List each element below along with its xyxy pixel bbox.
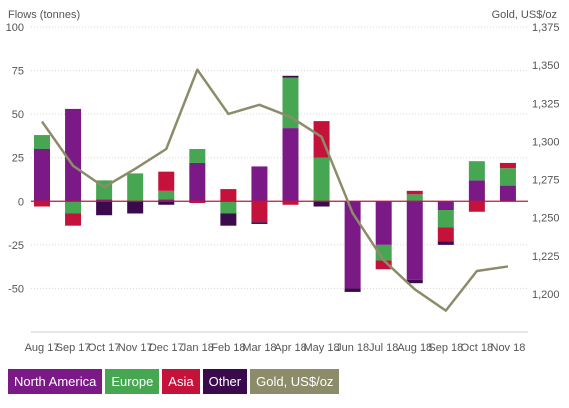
bar-north-america-8 (282, 128, 299, 202)
bar-other-13 (437, 241, 454, 245)
bar-europe-12 (406, 194, 423, 202)
gold-price-line (40, 68, 509, 312)
x-tick-label: Jul 18 (369, 342, 398, 354)
y2-tick-label: 1,200 (532, 289, 560, 301)
bar-north-america-11 (375, 201, 392, 245)
x-tick-label: Jan 18 (181, 342, 214, 354)
bar-europe-3 (127, 173, 144, 202)
grid (31, 26, 528, 333)
bar-asia-12 (406, 190, 423, 195)
x-tick-label: Aug 18 (397, 342, 432, 354)
x-tick-label: Sep 18 (428, 342, 463, 354)
x-tick-label: Oct 18 (461, 342, 493, 354)
bar-north-america-0 (34, 149, 50, 202)
y-tick-label: 50 (12, 109, 24, 121)
bars (34, 75, 516, 292)
bar-europe-5 (189, 149, 206, 163)
y2-tick-label: 1,275 (532, 175, 560, 187)
y2-tick-label: 1,300 (532, 136, 560, 148)
y2-tick-label: 1,350 (532, 60, 560, 72)
bar-asia-7 (251, 201, 268, 223)
y-tick-label: 100 (6, 22, 24, 34)
bar-europe-9 (313, 157, 330, 202)
bar-europe-13 (437, 210, 454, 228)
y-tick-label: -50 (8, 283, 24, 295)
bar-asia-0 (34, 201, 50, 207)
bar-europe-1 (65, 201, 82, 214)
bar-north-america-15 (499, 185, 516, 202)
bar-asia-4 (158, 171, 175, 191)
y-tick-label: -25 (8, 240, 24, 252)
legend-item-gold-us-oz[interactable]: Gold, US$/oz (250, 369, 340, 394)
x-tick-label: Mar 18 (242, 342, 276, 354)
y-tick-label: 25 (12, 153, 24, 165)
y2-tick-label: 1,375 (532, 22, 560, 34)
bar-north-america-7 (251, 166, 268, 202)
y-tick-labels: 100 75 50 25 0 -25 -50 (6, 22, 24, 295)
bar-europe-0 (34, 135, 50, 149)
bar-europe-6 (220, 201, 237, 214)
y-axis-title: Flows (tonnes) (8, 9, 80, 21)
x-tick-label: Apr 18 (274, 342, 306, 354)
legend-item-europe[interactable]: Europe (105, 369, 160, 394)
x-tick-label: Aug 17 (25, 342, 60, 354)
bar-other-9 (313, 201, 330, 207)
y2-tick-label: 1,325 (532, 98, 560, 110)
bar-north-america-12 (406, 201, 423, 280)
bar-north-america-2 (96, 199, 113, 202)
bar-asia-14 (468, 201, 485, 212)
bar-europe-15 (499, 168, 516, 186)
bar-europe-4 (158, 190, 175, 200)
bar-asia-13 (437, 227, 454, 242)
bar-north-america-4 (158, 199, 175, 202)
bar-other-6 (220, 213, 237, 226)
x-tick-label: Nov 18 (491, 342, 526, 354)
bar-north-america-10 (344, 201, 361, 289)
bar-asia-1 (65, 213, 82, 226)
x-tick-label: Feb 18 (211, 342, 245, 354)
bar-other-3 (127, 201, 144, 214)
bar-europe-11 (375, 244, 392, 261)
legend-item-other[interactable]: Other (202, 369, 248, 394)
x-tick-label: May 18 (304, 342, 340, 354)
bar-other-2 (96, 201, 113, 216)
x-tick-label: Oct 17 (88, 342, 120, 354)
bar-europe-14 (468, 161, 485, 181)
bar-asia-11 (375, 260, 392, 270)
bar-asia-8 (282, 201, 299, 205)
bar-other-7 (251, 222, 268, 224)
bar-asia-15 (499, 162, 516, 169)
x-tick-label: Jun 18 (336, 342, 369, 354)
y2-tick-label: 1,250 (532, 213, 560, 225)
bar-other-8 (282, 75, 299, 78)
bar-other-10 (344, 288, 361, 292)
x-tick-label: Nov 17 (118, 342, 153, 354)
y2-axis-title: Gold, US$/oz (492, 9, 557, 21)
x-tick-label: Dec 17 (149, 342, 184, 354)
bar-other-12 (406, 279, 423, 284)
gold-price-polyline (40, 68, 509, 312)
bar-north-america-13 (437, 201, 454, 210)
y2-tick-labels: 1,375 1,350 1,325 1,300 1,275 1,250 1,225 1,200 (532, 22, 560, 301)
bar-north-america-14 (468, 180, 485, 202)
legend-item-north-america[interactable]: North America (8, 369, 103, 394)
bar-north-america-1 (65, 108, 82, 202)
y-tick-label: 0 (18, 196, 24, 208)
bar-asia-6 (220, 189, 237, 202)
legend-item-asia[interactable]: Asia (162, 369, 200, 394)
y-tick-label: 75 (12, 66, 24, 78)
bar-other-4 (158, 201, 175, 205)
y2-tick-label: 1,225 (532, 251, 560, 263)
bar-north-america-5 (189, 162, 206, 202)
legend: North America Europe Asia Other Gold, US$/oz (8, 369, 340, 394)
x-tick-label: Sep 17 (56, 342, 91, 354)
bar-asia-5 (189, 201, 206, 204)
